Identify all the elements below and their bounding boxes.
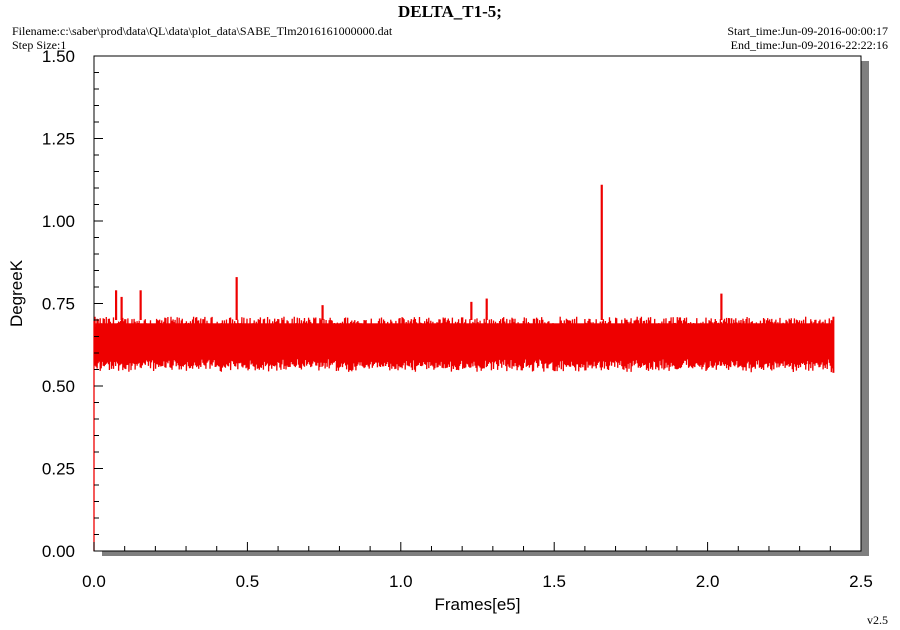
y-tick-label: 0.00 — [42, 542, 75, 561]
x-tick-label: 2.0 — [696, 572, 720, 591]
x-tick-label: 2.5 — [849, 572, 873, 591]
x-tick-label: 0.0 — [82, 572, 106, 591]
y-tick-label: 0.50 — [42, 377, 75, 396]
y-axis-label: DegreeK — [7, 259, 26, 327]
start-time-label: Start_time:Jun-09-2016-00:00:17 — [727, 24, 888, 38]
series-band — [95, 323, 834, 357]
version-label: v2.5 — [867, 613, 888, 627]
x-axis-label: Frames[e5] — [435, 595, 521, 614]
series-group — [93, 184, 835, 551]
end-time-label: End_time:Jun-09-2016-22:22:16 — [730, 38, 888, 52]
x-tick-label: 1.0 — [389, 572, 413, 591]
y-tick-label: 0.25 — [42, 460, 75, 479]
y-tick-label: 0.75 — [42, 295, 75, 314]
y-tick-label: 1.25 — [42, 130, 75, 149]
y-tick-label: 1.50 — [42, 47, 75, 66]
chart-title: DELTA_T1-5; — [398, 2, 502, 21]
x-tick-label: 0.5 — [236, 572, 260, 591]
plot-frame — [93, 55, 862, 552]
filename-label: Filename:c:\saber\prod\data\QL\data\plot… — [12, 24, 393, 38]
x-tick-label: 1.5 — [542, 572, 566, 591]
y-tick-label: 1.00 — [42, 212, 75, 231]
step-size-label: Step Size:1 — [12, 38, 67, 52]
